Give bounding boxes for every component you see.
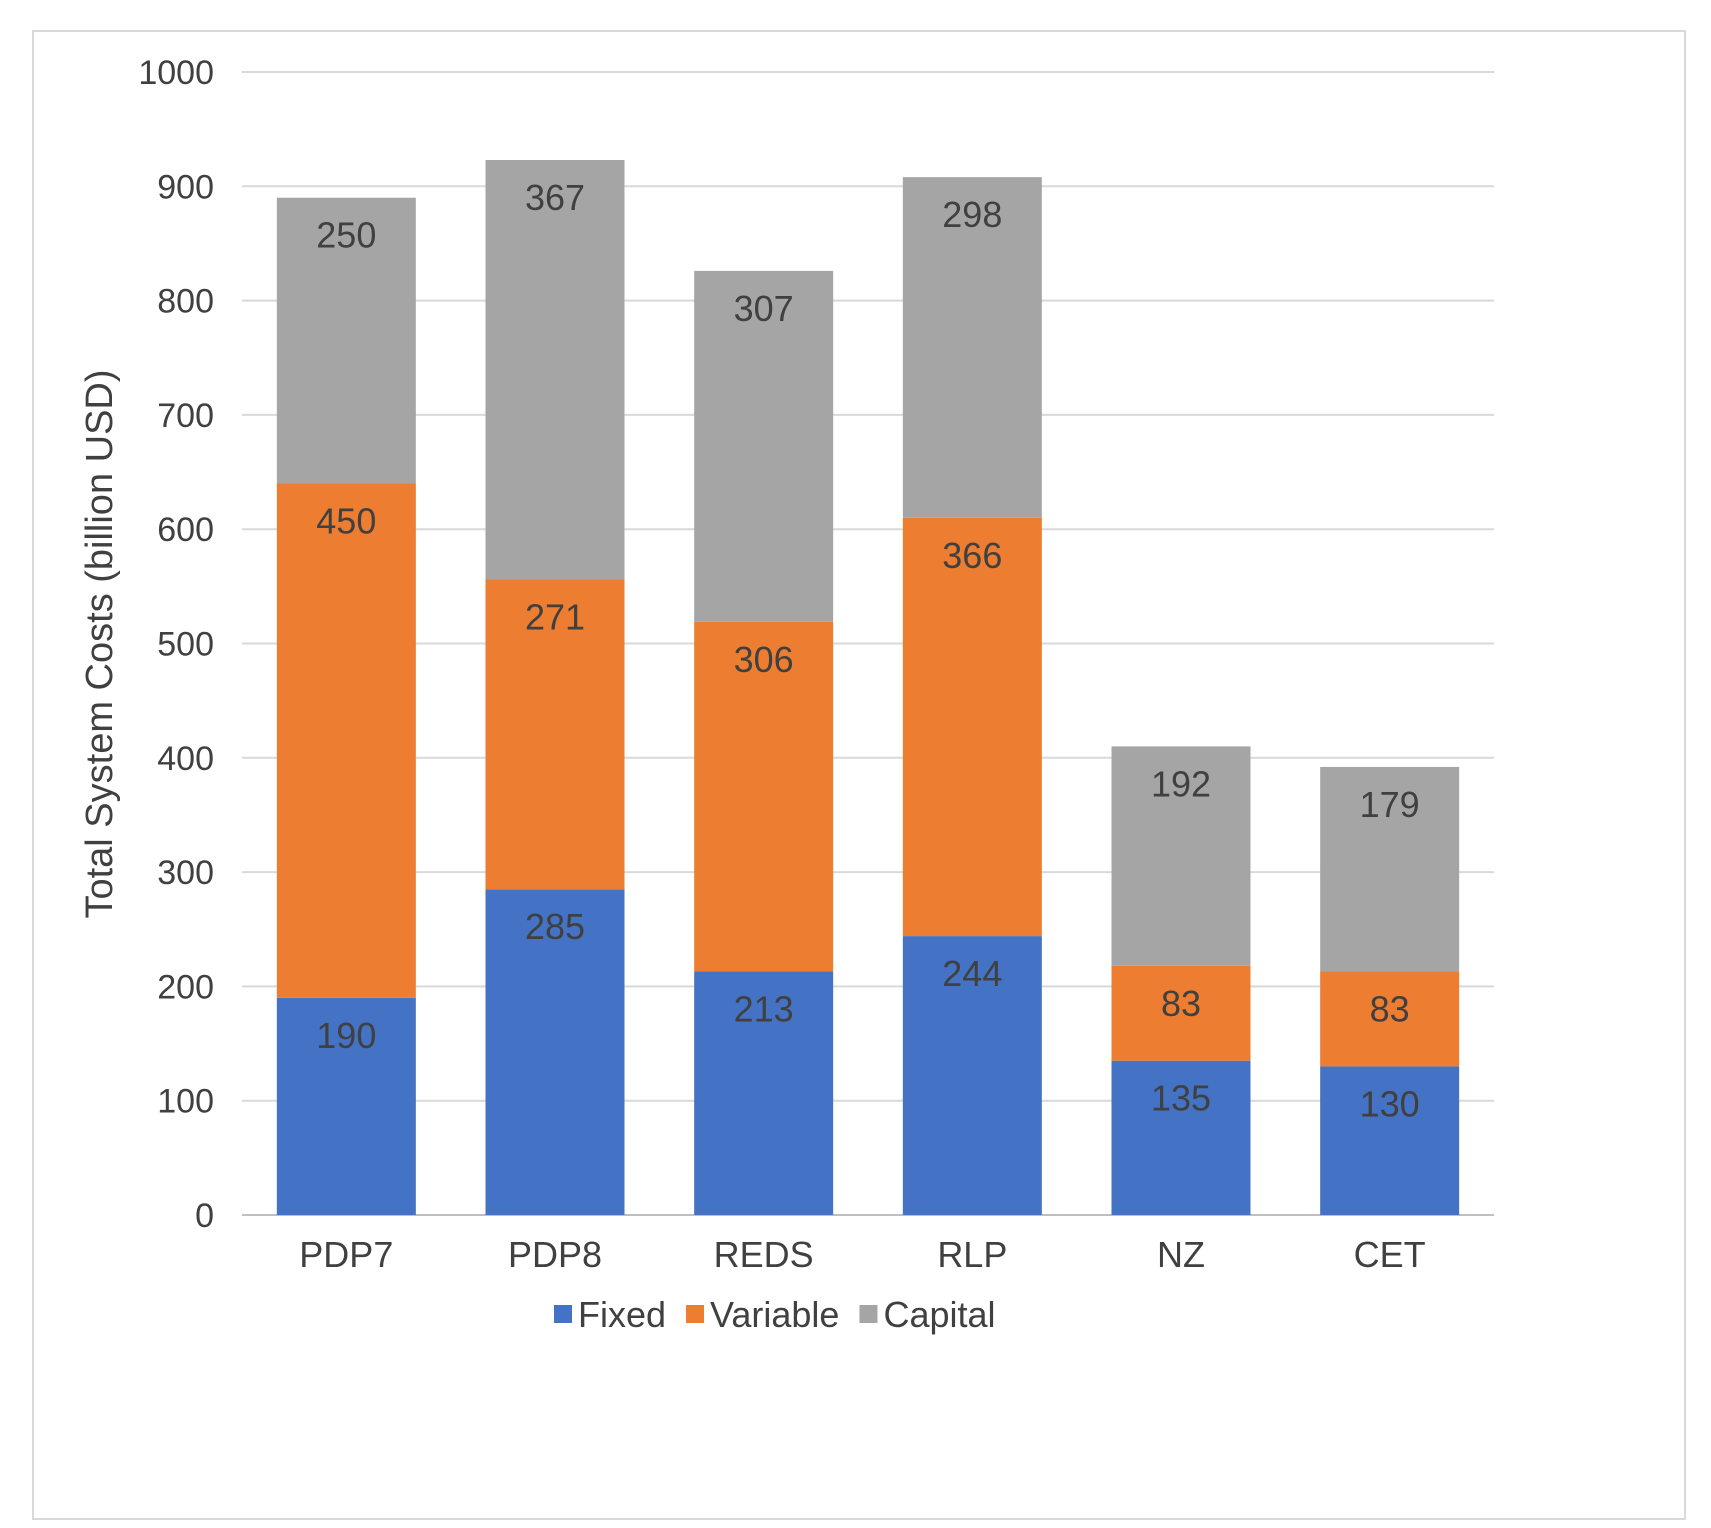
data-label-reds-variable: 306 xyxy=(734,639,794,680)
x-tick-label: NZ xyxy=(1157,1234,1205,1275)
bar-rlp-capital xyxy=(902,177,1042,518)
stacked-bar-chart: 190 450 250 285 271 367 213 306 307 244 366 298 135 8… xyxy=(79,54,1494,1335)
data-label-pdp8-fixed: 285 xyxy=(525,906,585,947)
y-tick-label: 500 xyxy=(157,626,214,664)
bar-cet-capital xyxy=(1320,766,1460,972)
data-label-pdp7-variable: 450 xyxy=(316,500,376,541)
x-tick-label: REDS xyxy=(714,1234,814,1275)
bar-rlp-fixed xyxy=(902,936,1042,1215)
legend-label-capital: Capital xyxy=(883,1294,995,1335)
bars xyxy=(276,160,1460,1215)
gridlines xyxy=(242,71,1494,1216)
legend: Fixed Variable Capital xyxy=(554,1294,996,1335)
data-label-nz-variable: 83 xyxy=(1161,983,1201,1024)
data-label-cet-variable: 83 xyxy=(1370,989,1410,1030)
data-label-rlp-fixed: 244 xyxy=(942,953,1002,994)
x-tick-label: PDP8 xyxy=(508,1234,602,1275)
data-label-cet-fixed: 130 xyxy=(1360,1083,1420,1124)
data-label-pdp8-capital: 367 xyxy=(525,177,585,218)
bar-nz-capital xyxy=(1111,746,1251,966)
y-tick-label: 700 xyxy=(157,397,214,435)
bar-nz-fixed xyxy=(1111,1060,1251,1215)
bar-pdp7-fixed xyxy=(276,997,416,1215)
y-tick-label: 100 xyxy=(157,1083,214,1121)
bar-nz-variable xyxy=(1111,965,1251,1061)
bar-reds-fixed xyxy=(694,971,834,1215)
legend-swatch-variable xyxy=(686,1305,705,1323)
bar-reds-variable xyxy=(694,621,834,972)
x-tick-label: CET xyxy=(1354,1234,1426,1275)
y-tick-label: 900 xyxy=(157,168,214,206)
data-label-nz-capital: 192 xyxy=(1151,763,1211,804)
bar-reds-capital xyxy=(694,270,834,622)
data-label-cet-capital: 179 xyxy=(1360,784,1420,825)
y-tick-label: 400 xyxy=(157,740,214,778)
legend-label-variable: Variable xyxy=(710,1294,839,1335)
data-label-reds-capital: 307 xyxy=(734,288,794,329)
data-label-pdp7-fixed: 190 xyxy=(316,1015,376,1056)
x-tick-label: RLP xyxy=(937,1234,1007,1275)
y-tick-label: 800 xyxy=(157,283,214,321)
y-tick-label: 600 xyxy=(157,511,214,549)
bar-pdp7-variable xyxy=(276,483,416,998)
chart-frame: 190 450 250 285 271 367 213 306 307 244 366 298 135 8… xyxy=(32,30,1686,1520)
bar-rlp-variable xyxy=(902,517,1042,937)
x-tick-label: PDP7 xyxy=(299,1234,393,1275)
y-tick-label: 200 xyxy=(157,968,214,1006)
data-label-reds-fixed: 213 xyxy=(734,989,794,1030)
bar-pdp8-capital xyxy=(485,160,625,580)
data-labels: 190 450 250 285 271 367 213 306 307 244 366 298 135 8… xyxy=(316,177,1419,1124)
y-axis-ticks: 0 100 200 300 400 500 600 700 800 900 1000 xyxy=(138,54,214,1235)
y-axis-title: Total System Costs (billion USD) xyxy=(79,369,121,918)
data-label-pdp8-variable: 271 xyxy=(525,596,585,637)
bar-cet-fixed xyxy=(1320,1066,1460,1215)
legend-label-fixed: Fixed xyxy=(578,1294,666,1335)
bar-pdp8-fixed xyxy=(485,889,625,1215)
y-tick-label: 1000 xyxy=(138,54,214,92)
x-axis-ticks: PDP7 PDP8 REDS RLP NZ CET xyxy=(299,1234,1425,1275)
data-label-pdp7-capital: 250 xyxy=(316,215,376,256)
y-tick-label: 0 xyxy=(195,1197,214,1235)
legend-swatch-capital xyxy=(859,1305,878,1323)
legend-swatch-fixed xyxy=(554,1305,572,1323)
bar-cet-variable xyxy=(1320,971,1460,1067)
data-label-rlp-variable: 366 xyxy=(942,535,1002,576)
y-tick-label: 300 xyxy=(157,854,214,892)
data-label-nz-fixed: 135 xyxy=(1151,1078,1211,1119)
bar-pdp8-variable xyxy=(485,579,625,890)
bar-pdp7-capital xyxy=(276,197,416,484)
data-label-rlp-capital: 298 xyxy=(942,194,1002,235)
